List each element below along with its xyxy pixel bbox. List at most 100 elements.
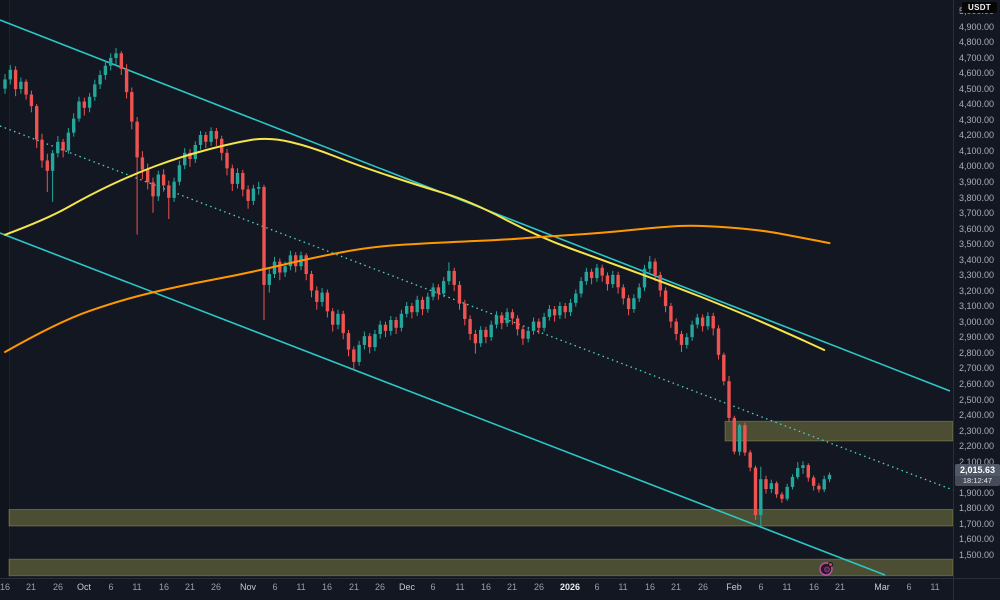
idea-marker-glyph xyxy=(824,566,830,573)
ma-slow-orange[interactable] xyxy=(4,224,831,353)
candle-down xyxy=(241,173,245,190)
candle-down xyxy=(653,261,657,275)
candle-up xyxy=(611,274,615,285)
price-chart-canvas[interactable] xyxy=(0,0,953,578)
axis-corner-separator xyxy=(953,578,954,600)
candle-up xyxy=(568,302,573,313)
time-tick-label: 21 xyxy=(670,582,682,592)
candle-down xyxy=(246,189,250,201)
candle-down xyxy=(82,101,86,108)
candle-down xyxy=(146,169,150,183)
support-zone-2[interactable] xyxy=(8,558,953,577)
candle-down xyxy=(600,267,604,276)
time-tick-label: 6 xyxy=(758,582,764,592)
idea-marker-alert-dot xyxy=(828,562,833,567)
candle-up xyxy=(283,266,287,273)
supply-zone[interactable] xyxy=(724,420,953,442)
candle-up xyxy=(690,324,694,338)
time-tick-label: 16 xyxy=(480,582,492,592)
candle-up xyxy=(156,174,160,197)
price-tick-label: 2,900.00 xyxy=(959,332,995,342)
candle-up xyxy=(235,173,240,184)
candle-up xyxy=(574,293,578,303)
candle-down xyxy=(368,336,372,348)
candle-down xyxy=(626,298,631,310)
price-tick-label: 2,700.00 xyxy=(959,363,995,373)
candle-up xyxy=(695,317,699,325)
candle-up xyxy=(785,486,789,499)
candle-up xyxy=(431,287,435,297)
candle-down xyxy=(24,81,28,95)
candle-up xyxy=(526,330,530,339)
candle-up xyxy=(77,101,81,119)
price-tick-label: 1,500.00 xyxy=(959,550,995,560)
candle-up xyxy=(685,337,689,345)
candle-down xyxy=(161,174,166,186)
candle-up xyxy=(172,181,176,198)
candle-down xyxy=(537,321,541,328)
candle-down xyxy=(663,290,668,306)
price-tick-label: 3,900.00 xyxy=(959,177,995,187)
price-tick-label: 1,800.00 xyxy=(959,503,995,513)
candle-up xyxy=(579,281,583,294)
price-tick-label: 1,700.00 xyxy=(959,519,995,529)
support-zone-1[interactable] xyxy=(8,509,953,527)
candle-up xyxy=(790,477,795,487)
price-tick-label: 3,700.00 xyxy=(959,208,995,218)
time-axis[interactable]: 16 21 26 Oct 6 11 16 21 26 Nov 6 11 16 21 26 Dec 6 11 16 21… xyxy=(0,578,1000,600)
candle-up xyxy=(19,81,23,89)
chart-plot-area[interactable] xyxy=(0,0,953,578)
currency-unit-badge[interactable]: USDT xyxy=(962,2,997,13)
candle-down xyxy=(774,483,779,495)
price-tick-label: 4,800.00 xyxy=(959,37,995,47)
candle-down xyxy=(679,334,684,345)
price-tick-label: 3,800.00 xyxy=(959,193,995,203)
candle-up xyxy=(737,425,742,452)
price-tick-label: 3,000.00 xyxy=(959,317,995,327)
candle-down xyxy=(500,315,504,324)
price-tick-label: 3,400.00 xyxy=(959,255,995,265)
time-tick-label: 2026 xyxy=(559,582,581,592)
price-tick-label: 4,900.00 xyxy=(959,22,995,32)
ma-fast-yellow[interactable] xyxy=(4,137,826,351)
candle-down xyxy=(473,334,478,344)
price-tick-label: 3,500.00 xyxy=(959,239,995,249)
candle-up xyxy=(489,324,493,338)
candle-down xyxy=(262,187,266,285)
price-axis[interactable]: USDT 2,015.63 18:12:47 5,000.004,900.004… xyxy=(953,0,1000,578)
candle-down xyxy=(352,349,356,362)
candle-down xyxy=(394,320,398,328)
candle-down xyxy=(204,135,208,142)
candle-up xyxy=(505,312,509,324)
price-tick-label: 4,500.00 xyxy=(959,84,995,94)
candle-up xyxy=(796,468,800,477)
candle-up xyxy=(357,344,361,362)
candle-up xyxy=(98,75,102,85)
price-tick-label: 2,200.00 xyxy=(959,441,995,451)
candle-down xyxy=(521,329,525,339)
candle-down xyxy=(563,306,567,313)
candle-up xyxy=(447,270,451,282)
candle-down xyxy=(230,168,234,184)
candle-up xyxy=(405,306,409,314)
candle-down xyxy=(61,141,65,151)
candle-up xyxy=(177,165,182,182)
candle-up xyxy=(378,324,382,334)
candle-up xyxy=(87,96,92,108)
candle-down xyxy=(167,185,171,198)
candle-down xyxy=(325,292,330,312)
candle-down xyxy=(552,309,557,316)
candle-up xyxy=(415,299,419,313)
candle-up xyxy=(3,79,7,89)
candle-down xyxy=(214,131,219,139)
channel-lower[interactable] xyxy=(0,232,886,576)
time-tick-label: 6 xyxy=(108,582,114,592)
time-tick-label: 6 xyxy=(906,582,912,592)
candle-down xyxy=(711,316,715,329)
time-tick-label: Feb xyxy=(726,582,742,592)
price-tick-label: 2,600.00 xyxy=(959,379,995,389)
candle-down xyxy=(278,261,282,273)
candle-down xyxy=(40,139,44,161)
left-pane-border xyxy=(0,0,10,578)
